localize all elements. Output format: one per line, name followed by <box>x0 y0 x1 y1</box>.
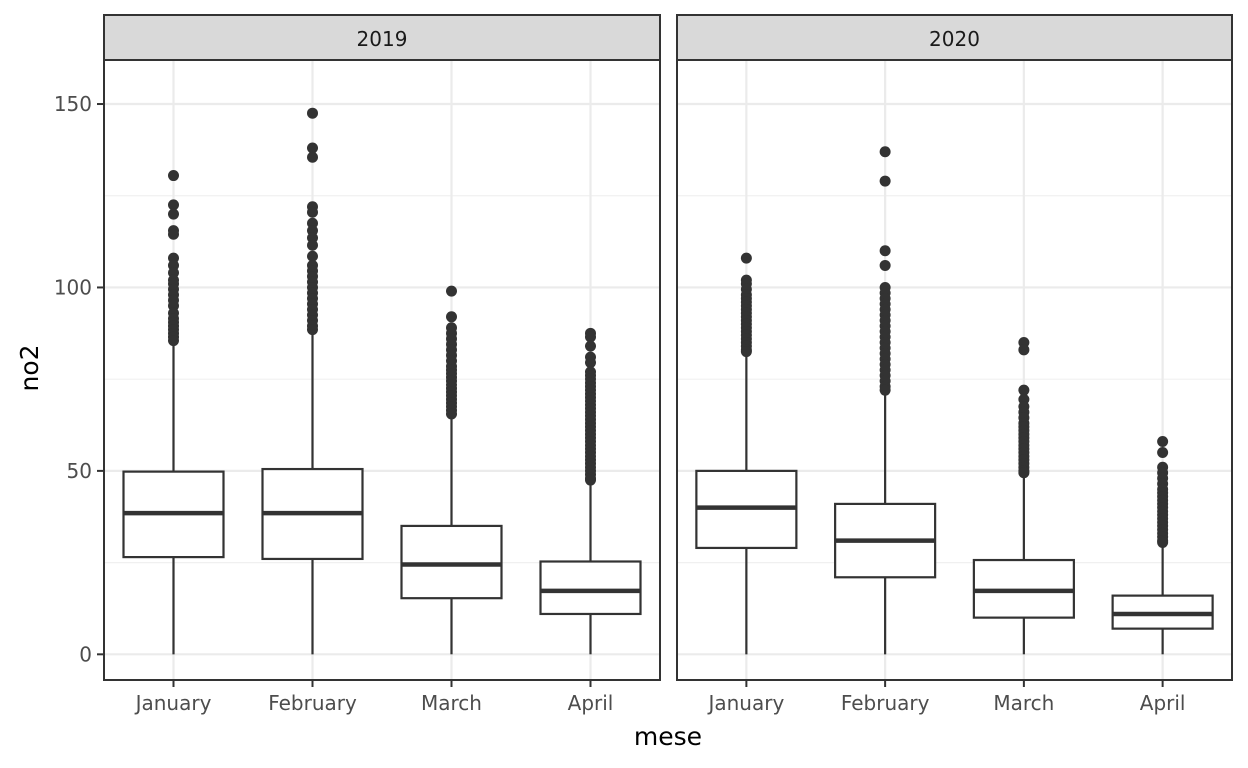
outlier-point <box>585 331 596 343</box>
facet-strip <box>103 14 661 61</box>
outlier-point <box>168 199 179 211</box>
outlier-point <box>879 245 891 257</box>
box-iqr <box>539 560 642 616</box>
outlier-point <box>1157 536 1169 548</box>
outlier-point <box>1018 384 1030 396</box>
facet-strip-label: 2020 <box>929 27 980 51</box>
outlier-point <box>1157 447 1169 459</box>
outlier-point <box>1157 436 1169 448</box>
y-tick-label: 150 <box>54 92 92 116</box>
outlier-point <box>1018 467 1030 479</box>
panel-background <box>677 60 1232 680</box>
y-tick-label: 0 <box>79 642 92 666</box>
outlier-point <box>446 408 457 420</box>
y-axis-title: no2 <box>15 344 44 391</box>
x-tick-label: February <box>841 691 930 715</box>
box-2019-January <box>122 170 225 655</box>
outlier-point <box>168 335 179 347</box>
y-axis: 0 50 100 150 <box>54 92 104 666</box>
box-2020-February <box>834 146 937 655</box>
outlier-point <box>307 142 318 154</box>
facet-panels: 2019 January February March April 2020 January… <box>103 14 1233 715</box>
outlier-point <box>740 252 752 264</box>
box-iqr <box>400 524 503 600</box>
outlier-point <box>168 170 179 182</box>
outlier-point <box>740 346 752 358</box>
outlier-point <box>307 206 318 218</box>
outlier-point <box>446 311 457 323</box>
outlier-point <box>168 208 179 220</box>
x-tick-label: April <box>568 691 614 715</box>
outlier-point <box>585 474 596 486</box>
outlier-point <box>168 228 179 240</box>
outlier-point <box>307 250 318 262</box>
x-tick-label: February <box>268 691 357 715</box>
y-tick-label: 100 <box>54 275 92 299</box>
outlier-point <box>879 146 891 158</box>
facet-strip-label: 2019 <box>357 27 408 51</box>
x-axis-title: mese <box>634 722 702 751</box>
box-2020-March <box>972 336 1075 655</box>
x-tick-label: March <box>421 691 482 715</box>
box-2019-February <box>261 107 364 655</box>
outlier-point <box>307 324 318 336</box>
x-tick-label: March <box>993 691 1054 715</box>
x-tick-label: January <box>134 691 212 715</box>
outlier-point <box>307 107 318 119</box>
box-2019-April <box>539 327 642 655</box>
box-2020-April <box>1111 436 1214 655</box>
outlier-point <box>585 357 596 369</box>
y-tick-label: 50 <box>67 459 92 483</box>
outlier-point <box>585 340 596 352</box>
outlier-point <box>879 259 891 271</box>
x-tick-label: January <box>706 691 784 715</box>
outlier-point <box>1018 344 1030 356</box>
box-2019-March <box>400 285 503 655</box>
x-tick-label: April <box>1140 691 1186 715</box>
box-2020-January <box>695 252 798 655</box>
facet-panel-2019: 2019 January February March April <box>103 14 661 715</box>
outlier-point <box>879 175 891 187</box>
facet-panel-2020: 2020 January February March April <box>676 14 1233 715</box>
outlier-point <box>307 151 318 163</box>
outlier-point <box>446 285 457 297</box>
facet-strip <box>676 14 1233 61</box>
outlier-point <box>879 384 891 396</box>
outlier-point <box>307 239 318 251</box>
